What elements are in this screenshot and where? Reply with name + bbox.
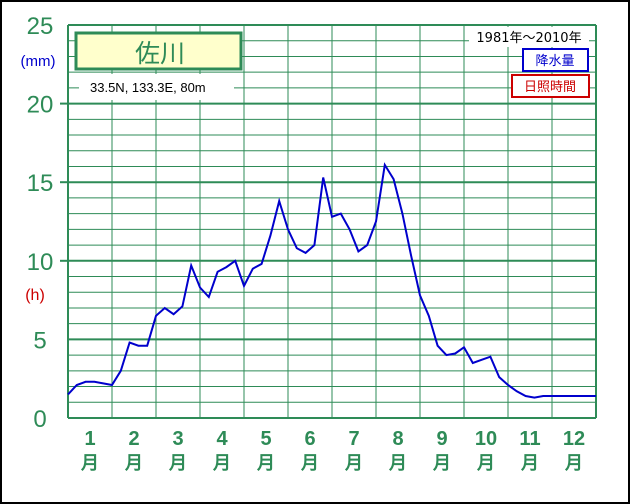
period-text: 1981年～2010年 bbox=[476, 31, 581, 46]
y-tick-label: 25 bbox=[27, 13, 54, 40]
month-number-label: 3 bbox=[172, 428, 183, 450]
rainfall-series-line bbox=[67, 162, 596, 399]
y-tick-labels: 0 5 10 15 20 25 bbox=[27, 13, 54, 433]
legend-rainfall-label: 降水量 bbox=[535, 54, 574, 69]
month-unit-label: 月 bbox=[212, 453, 231, 474]
month-number-label: 11 bbox=[519, 428, 540, 450]
month-unit-label: 月 bbox=[80, 453, 99, 474]
month-unit-label: 月 bbox=[256, 453, 275, 474]
month-unit-label: 月 bbox=[564, 453, 583, 474]
month-number-label: 2 bbox=[128, 428, 139, 450]
month-unit-label: 月 bbox=[124, 453, 143, 474]
month-unit-label: 月 bbox=[344, 453, 363, 474]
month-unit-label: 月 bbox=[388, 453, 407, 474]
month-number-label: 5 bbox=[260, 428, 271, 450]
legend-sunshine-box bbox=[511, 74, 590, 98]
legend-rainfall-box bbox=[522, 48, 589, 72]
legend-sunshine-label: 日照時間 bbox=[524, 80, 576, 95]
month-number-label: 9 bbox=[436, 428, 447, 450]
month-unit-label: 月 bbox=[520, 453, 539, 474]
month-number-label: 1 bbox=[84, 428, 95, 450]
station-name: 佐川 bbox=[135, 39, 185, 68]
month-number-label: 7 bbox=[348, 428, 359, 450]
y-unit-mm: (mm) bbox=[21, 53, 56, 70]
month-unit-label: 月 bbox=[476, 453, 495, 474]
y-unit-h: (h) bbox=[25, 287, 45, 304]
y-tick-label: 20 bbox=[27, 92, 54, 119]
month-unit-label: 月 bbox=[432, 453, 451, 474]
period-box bbox=[469, 27, 589, 47]
location-box bbox=[79, 74, 234, 100]
month-number-label: 8 bbox=[392, 428, 403, 450]
station-box bbox=[74, 31, 243, 71]
month-unit-label: 月 bbox=[168, 453, 187, 474]
month-number-label: 10 bbox=[475, 428, 497, 450]
y-tick-label: 15 bbox=[27, 170, 54, 197]
month-number-label: 6 bbox=[304, 428, 315, 450]
y-tick-label: 5 bbox=[33, 327, 46, 354]
month-number-label: 4 bbox=[216, 428, 228, 450]
y-tick-label: 10 bbox=[27, 249, 54, 276]
month-unit-label: 月 bbox=[300, 453, 319, 474]
y-tick-label: 0 bbox=[33, 406, 46, 433]
month-labels: 1 月 2 月 3 月 4 月 5 月 6 月 7 月 8 月 9 月 10 月 11 月 12 月 bbox=[80, 428, 585, 474]
month-number-label: 12 bbox=[563, 428, 585, 450]
location-text: 33.5N, 133.3E, 80m bbox=[90, 80, 206, 95]
